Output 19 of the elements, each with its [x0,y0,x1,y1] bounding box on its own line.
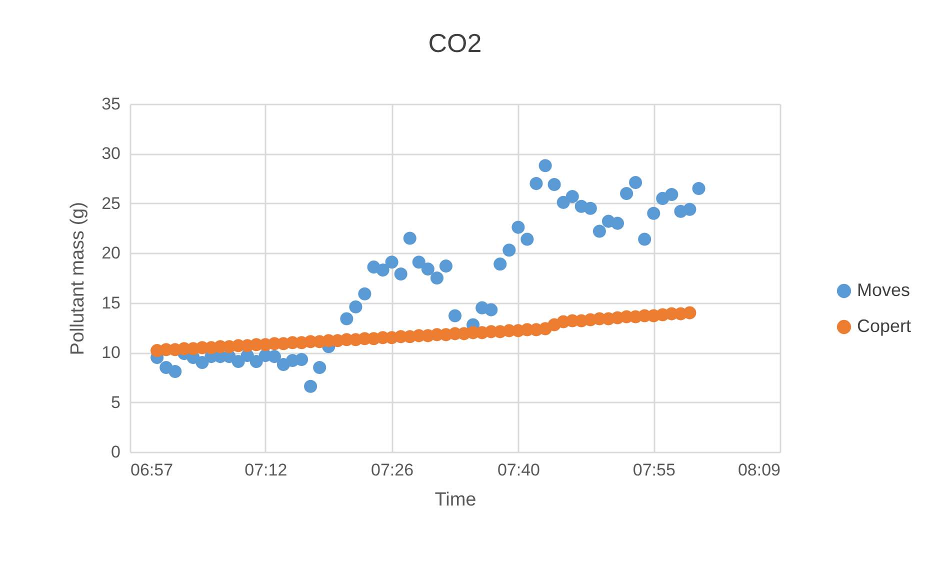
x-tick-label: 07:40 [497,460,540,480]
y-tick-label: 30 [102,144,120,164]
legend-label: Copert [857,316,912,336]
y-tick-label: 15 [102,293,120,312]
y-tick-label: 25 [102,194,120,213]
legend-label: Moves [857,280,910,300]
y-tick-label: 5 [111,392,120,412]
x-tick-label: 07:55 [632,460,676,480]
chart-title: CO2 [428,28,482,58]
y-axis-title: Pollutant mass (g) [68,202,89,356]
y-tick-label: 20 [102,244,120,263]
y-tick-label: 0 [111,442,120,462]
x-tick-label: 07:26 [371,460,414,480]
x-axis-title: Time [434,490,476,510]
y-tick-label: 35 [102,94,120,114]
x-tick-label: 06:57 [130,460,174,480]
y-tick-label: 10 [102,343,120,362]
x-tick-label: 08:09 [738,460,780,480]
x-tick-label: 07:12 [244,460,288,480]
